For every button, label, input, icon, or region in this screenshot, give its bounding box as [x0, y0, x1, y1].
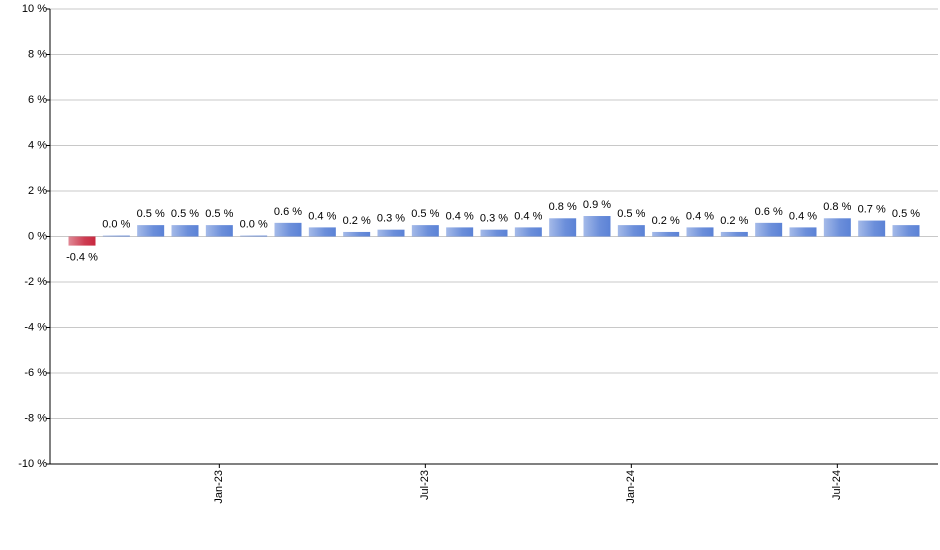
y-tick-label: 2 %: [28, 185, 47, 197]
y-tick-label: -10 %: [18, 458, 47, 470]
value-label: 0.4 %: [446, 210, 474, 222]
bar: [652, 231, 680, 237]
value-label: 0.6 %: [274, 206, 302, 218]
value-label: 0.7 %: [858, 203, 886, 215]
value-label: 0.2 %: [652, 215, 680, 227]
value-label: 0.5 %: [892, 208, 920, 220]
value-label: 0.0 %: [102, 218, 130, 230]
bar: [171, 225, 199, 237]
value-label: 0.4 %: [514, 210, 542, 222]
x-tick-label: Jan-23: [213, 470, 225, 504]
value-label: 0.2 %: [343, 215, 371, 227]
bar: [583, 216, 611, 237]
bar: [549, 218, 577, 237]
bar: [720, 231, 748, 237]
bar: [617, 225, 645, 237]
value-label: 0.5 %: [137, 208, 165, 220]
value-label: 0.8 %: [823, 201, 851, 213]
bar: [308, 227, 336, 237]
bar: [858, 220, 886, 237]
y-tick-label: -6 %: [24, 367, 47, 379]
x-tick-label: Jul-24: [831, 470, 843, 500]
y-tick-label: -4 %: [24, 321, 47, 333]
bar: [102, 235, 130, 237]
y-tick-label: 0 %: [28, 230, 47, 242]
y-tick-label: 10 %: [22, 3, 47, 15]
bar: [480, 229, 508, 237]
bar: [686, 227, 714, 237]
y-tick-label: 8 %: [28, 48, 47, 60]
bar: [755, 222, 783, 237]
bar: [892, 225, 920, 237]
y-tick-label: 6 %: [28, 94, 47, 106]
value-label: 0.9 %: [583, 199, 611, 211]
bar: [274, 222, 302, 237]
bar: [343, 231, 371, 237]
value-label: 0.5 %: [617, 208, 645, 220]
bar: [789, 227, 817, 237]
bar: [205, 225, 233, 237]
value-label: 0.3 %: [377, 213, 405, 225]
value-label: 0.5 %: [171, 208, 199, 220]
value-label: 0.5 %: [411, 208, 439, 220]
value-label: 0.2 %: [720, 215, 748, 227]
value-label: 0.0 %: [240, 218, 268, 230]
y-tick-label: -2 %: [24, 276, 47, 288]
bar: [240, 235, 268, 237]
value-label: 0.3 %: [480, 213, 508, 225]
y-tick-label: 4 %: [28, 139, 47, 151]
value-label: -0.4 %: [66, 252, 98, 264]
x-tick-label: Jan-24: [625, 470, 637, 504]
x-tick-label: Jul-23: [419, 470, 431, 500]
bar: [411, 225, 439, 237]
bar: [68, 236, 96, 246]
value-label: 0.8 %: [549, 201, 577, 213]
bar: [377, 229, 405, 237]
value-label: 0.4 %: [308, 210, 336, 222]
value-label: 0.4 %: [686, 210, 714, 222]
bar: [446, 227, 474, 237]
bar: [514, 227, 542, 237]
bar: [823, 218, 851, 237]
value-label: 0.4 %: [789, 210, 817, 222]
y-tick-label: -8 %: [24, 412, 47, 424]
value-label: 0.5 %: [205, 208, 233, 220]
bar: [137, 225, 165, 237]
value-label: 0.6 %: [755, 206, 783, 218]
